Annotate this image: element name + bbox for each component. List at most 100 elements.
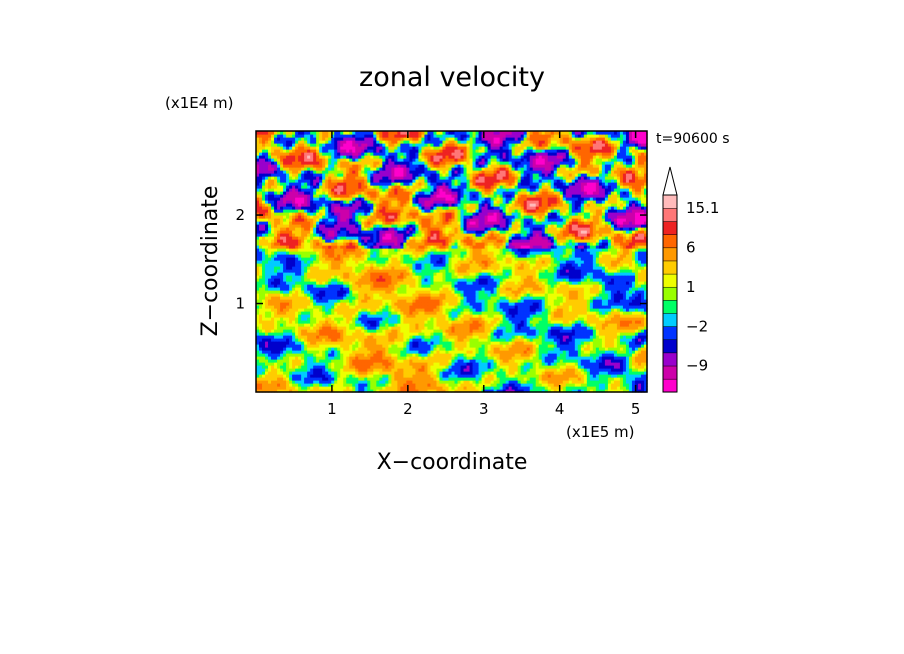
field-cell: [295, 275, 299, 279]
field-cell: [574, 389, 579, 393]
field-cell: [307, 338, 311, 342]
field-cell: [487, 323, 492, 327]
field-cell: [379, 329, 383, 333]
field-cell: [505, 380, 510, 384]
field-cell: [541, 353, 546, 357]
field-cell: [286, 347, 290, 351]
field-cell: [316, 383, 320, 387]
field-cell: [370, 314, 374, 318]
field-cell: [448, 374, 453, 378]
field-cell: [289, 353, 293, 357]
field-cell: [580, 326, 585, 330]
field-cell: [484, 314, 489, 318]
field-cell: [370, 350, 374, 354]
field-cell: [538, 368, 543, 372]
field-cell: [286, 389, 290, 393]
field-cell: [268, 359, 272, 363]
field-cell: [511, 314, 516, 318]
field-cell: [628, 368, 633, 372]
field-cell: [457, 278, 462, 282]
field-cell: [418, 374, 423, 378]
field-cell: [286, 350, 290, 354]
field-cell: [550, 341, 555, 345]
field-cell: [598, 317, 603, 321]
field-cell: [604, 323, 609, 327]
field-cell: [325, 278, 329, 282]
field-cell: [643, 320, 648, 324]
field-cell: [625, 365, 630, 369]
field-cell: [595, 380, 600, 384]
field-cell: [280, 320, 284, 324]
field-cell: [529, 293, 534, 297]
field-cell: [331, 332, 335, 336]
field-cell: [628, 317, 633, 321]
field-cell: [505, 323, 510, 327]
field-cell: [526, 383, 531, 387]
field-cell: [256, 380, 260, 384]
field-cell: [592, 329, 597, 333]
field-cell: [574, 341, 579, 345]
field-cell: [553, 317, 558, 321]
field-cell: [628, 284, 633, 288]
field-cell: [460, 350, 465, 354]
field-cell: [316, 302, 320, 306]
field-cell: [478, 359, 483, 363]
field-cell: [340, 281, 344, 285]
field-cell: [349, 371, 353, 375]
field-cell: [640, 290, 645, 294]
field-cell: [394, 356, 398, 360]
field-cell: [463, 311, 468, 315]
field-cell: [340, 341, 344, 345]
field-cell: [370, 359, 374, 363]
field-cell: [310, 362, 314, 366]
field-cell: [418, 389, 423, 393]
field-cell: [421, 362, 426, 366]
field-cell: [355, 293, 359, 297]
field-cell: [481, 374, 486, 378]
field-cell: [592, 284, 597, 288]
field-cell: [517, 377, 522, 381]
field-cell: [325, 302, 329, 306]
field-cell: [262, 281, 266, 285]
field-cell: [283, 365, 287, 369]
field-cell: [562, 299, 567, 303]
field-cell: [274, 305, 278, 309]
field-cell: [343, 278, 347, 282]
field-cell: [529, 377, 534, 381]
field-cell: [460, 329, 465, 333]
field-cell: [601, 341, 606, 345]
field-cell: [292, 323, 296, 327]
field-cell: [529, 356, 534, 360]
field-cell: [517, 359, 522, 363]
field-cell: [382, 341, 386, 345]
field-cell: [358, 344, 362, 348]
field-cell: [322, 314, 326, 318]
field-cell: [514, 368, 519, 372]
field-cell: [340, 371, 344, 375]
field-cell: [457, 284, 462, 288]
field-cell: [466, 290, 471, 294]
field-cell: [526, 332, 531, 336]
field-cell: [286, 314, 290, 318]
field-cell: [517, 383, 522, 387]
field-cell: [319, 353, 323, 357]
field-cell: [313, 305, 317, 309]
field-cell: [313, 341, 317, 345]
field-cell: [523, 374, 528, 378]
field-cell: [304, 338, 308, 342]
field-cell: [262, 338, 266, 342]
field-cell: [466, 371, 471, 375]
field-cell: [475, 329, 480, 333]
field-cell: [259, 284, 263, 288]
field-cell: [559, 326, 564, 330]
field-cell: [355, 335, 359, 339]
field-cell: [502, 368, 507, 372]
field-cell: [322, 380, 326, 384]
field-cell: [349, 338, 353, 342]
field-cell: [331, 320, 335, 324]
field-cell: [394, 338, 398, 342]
field-cell: [418, 293, 423, 297]
field-cell: [562, 308, 567, 312]
field-cell: [577, 326, 582, 330]
field-cell: [571, 302, 576, 306]
